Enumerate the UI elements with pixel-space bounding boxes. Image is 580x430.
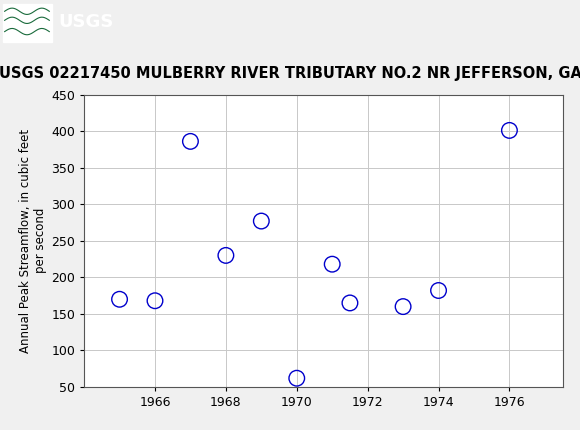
- Y-axis label: Annual Peak Streamflow, in cubic feet
per second: Annual Peak Streamflow, in cubic feet pe…: [19, 129, 47, 353]
- Point: [345, 299, 354, 306]
- Text: USGS: USGS: [58, 12, 113, 31]
- Point: [257, 218, 266, 224]
- Point: [150, 297, 160, 304]
- Point: [434, 287, 443, 294]
- Bar: [3, 3, 52, 42]
- Point: [505, 127, 514, 134]
- Point: [398, 303, 408, 310]
- Point: [186, 138, 195, 145]
- Point: [115, 296, 124, 303]
- Point: [328, 261, 337, 267]
- Point: [292, 375, 302, 382]
- Point: [221, 252, 230, 259]
- Text: USGS 02217450 MULBERRY RIVER TRIBUTARY NO.2 NR JEFFERSON, GA: USGS 02217450 MULBERRY RIVER TRIBUTARY N…: [0, 66, 580, 81]
